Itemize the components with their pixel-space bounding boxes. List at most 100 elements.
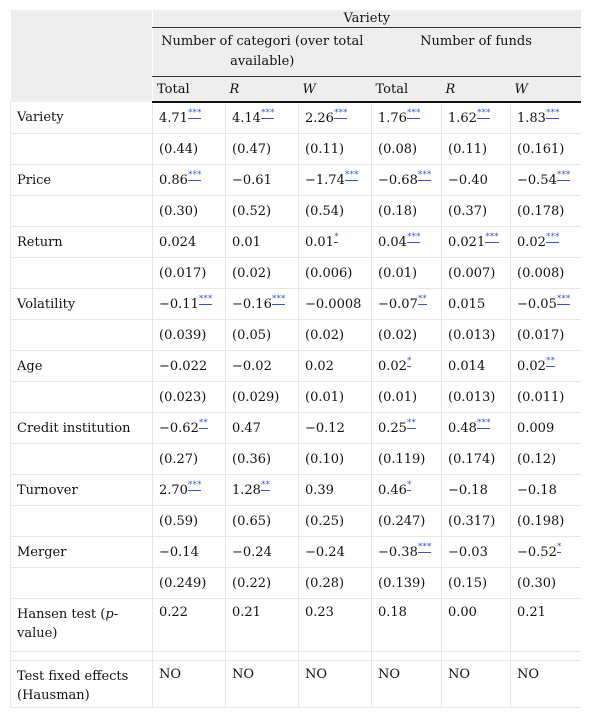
se-cell: (0.65): [225, 505, 299, 537]
coef-value: −0.40: [448, 172, 488, 188]
hausman-cell: NO: [225, 660, 299, 708]
se-cell: (0.22): [225, 567, 299, 599]
se-cell: (0.013): [441, 319, 511, 351]
se-cell: (0.01): [371, 257, 442, 289]
significance-stars[interactable]: *: [406, 355, 412, 367]
significance-stars[interactable]: **: [260, 479, 270, 491]
coef-value: −0.24: [305, 544, 345, 560]
hausman-cell: NO: [509, 660, 581, 708]
significance-stars[interactable]: ***: [545, 231, 560, 243]
coef-value: 1.83: [517, 110, 546, 126]
se-cell: (0.18): [371, 195, 442, 227]
empty-label-cell: [10, 195, 153, 227]
significance-stars[interactable]: ***: [485, 231, 499, 243]
coef-value: 0.02: [517, 358, 546, 374]
table-row: (0.59) (0.65) (0.25) (0.247) (0.317) (0.198): [10, 505, 581, 537]
empty-label-cell: [10, 319, 153, 351]
significance-stars[interactable]: **: [198, 417, 208, 429]
coef-value: 4.71: [159, 110, 188, 126]
spacer-cell: [225, 651, 299, 661]
significance-stars[interactable]: ***: [556, 169, 571, 181]
coef-value: −0.16: [232, 296, 272, 312]
table-row: Volatility −0.11*** −0.16*** −0.0008 −0.07**…: [10, 288, 581, 320]
significance-stars[interactable]: ***: [260, 107, 275, 119]
coef-cell: −0.18: [509, 474, 581, 506]
coef-cell: 0.01*: [298, 226, 372, 258]
empty-label-cell: [10, 567, 153, 599]
significance-stars[interactable]: ***: [476, 107, 491, 119]
coef-value: 0.39: [305, 482, 334, 498]
table-row: Variety 4.71*** 4.14*** 2.26*** 1.76*** 1.62*…: [10, 102, 581, 134]
significance-stars[interactable]: **: [406, 417, 416, 429]
hansen-cell: 0.22: [152, 598, 226, 652]
significance-stars[interactable]: ***: [406, 107, 421, 119]
regression-table: Variety Number of categori (over total a…: [10, 10, 581, 708]
se-cell: (0.12): [509, 443, 581, 475]
se-cell: (0.52): [225, 195, 299, 227]
table-row: Hansen test (p-value) 0.22 0.21 0.23 0.18 0.0…: [10, 598, 581, 652]
coef-value: 0.009: [517, 420, 555, 436]
coef-cell: 1.83***: [509, 102, 581, 134]
subcol-r-1: R: [225, 76, 299, 103]
significance-stars[interactable]: *: [333, 231, 339, 243]
significance-stars[interactable]: ***: [406, 231, 421, 243]
coef-value: −0.54: [517, 172, 557, 188]
se-cell: (0.36): [225, 443, 299, 475]
se-cell: (0.02): [298, 319, 372, 351]
significance-stars[interactable]: ***: [187, 169, 202, 181]
se-cell: (0.029): [225, 381, 299, 413]
se-cell: (0.02): [225, 257, 299, 289]
coef-value: 4.14: [232, 110, 261, 126]
significance-stars[interactable]: ***: [187, 479, 202, 491]
se-cell: (0.30): [152, 195, 226, 227]
coef-value: −0.24: [232, 544, 272, 560]
coef-cell: −0.11***: [152, 288, 226, 320]
significance-stars[interactable]: ***: [417, 169, 432, 181]
significance-stars[interactable]: ***: [344, 169, 359, 181]
significance-stars[interactable]: ***: [545, 107, 560, 119]
hausman-cell: NO: [371, 660, 442, 708]
coef-value: 2.70: [159, 482, 188, 498]
se-cell: (0.28): [298, 567, 372, 599]
coef-value: 1.76: [378, 110, 407, 126]
se-cell: (0.011): [509, 381, 581, 413]
row-label: Price: [10, 164, 153, 196]
significance-stars[interactable]: ***: [476, 417, 491, 429]
coef-cell: −0.03: [441, 536, 511, 568]
hausman-cell: NO: [298, 660, 372, 708]
empty-label-cell: [10, 133, 153, 165]
significance-stars[interactable]: **: [545, 355, 555, 367]
significance-stars[interactable]: ***: [271, 293, 286, 305]
se-cell: (0.05): [225, 319, 299, 351]
se-cell: (0.249): [152, 567, 226, 599]
se-cell: (0.247): [371, 505, 442, 537]
se-cell: (0.11): [298, 133, 372, 165]
header-variety: Variety: [151, 10, 581, 28]
coef-value: −0.62: [159, 420, 199, 436]
significance-stars[interactable]: ***: [187, 107, 202, 119]
coef-value: 0.02: [305, 358, 334, 374]
significance-stars[interactable]: *: [406, 479, 412, 491]
coef-value: 1.62: [448, 110, 477, 126]
significance-stars[interactable]: ***: [333, 107, 348, 119]
coef-cell: 0.015: [441, 288, 511, 320]
se-cell: (0.01): [298, 381, 372, 413]
coef-cell: 4.71***: [152, 102, 226, 134]
coef-cell: −0.24: [225, 536, 299, 568]
significance-stars[interactable]: *: [556, 541, 562, 553]
coef-cell: 0.02: [298, 350, 372, 382]
coef-value: 0.014: [448, 358, 486, 374]
table-row: (0.27) (0.36) (0.10) (0.119) (0.174) (0.12): [10, 443, 581, 475]
coef-value: 0.86: [159, 172, 188, 188]
spacer-cell: [298, 651, 372, 661]
coef-cell: 0.02**: [509, 350, 581, 382]
significance-stars[interactable]: ***: [556, 293, 571, 305]
significance-stars[interactable]: ***: [417, 541, 432, 553]
coef-value: −0.18: [517, 482, 557, 498]
significance-stars[interactable]: **: [417, 293, 427, 305]
row-label: Variety: [10, 102, 153, 134]
coef-cell: −0.62**: [152, 412, 226, 444]
coef-cell: 0.47: [225, 412, 299, 444]
significance-stars[interactable]: ***: [198, 293, 213, 305]
se-cell: (0.01): [371, 381, 442, 413]
